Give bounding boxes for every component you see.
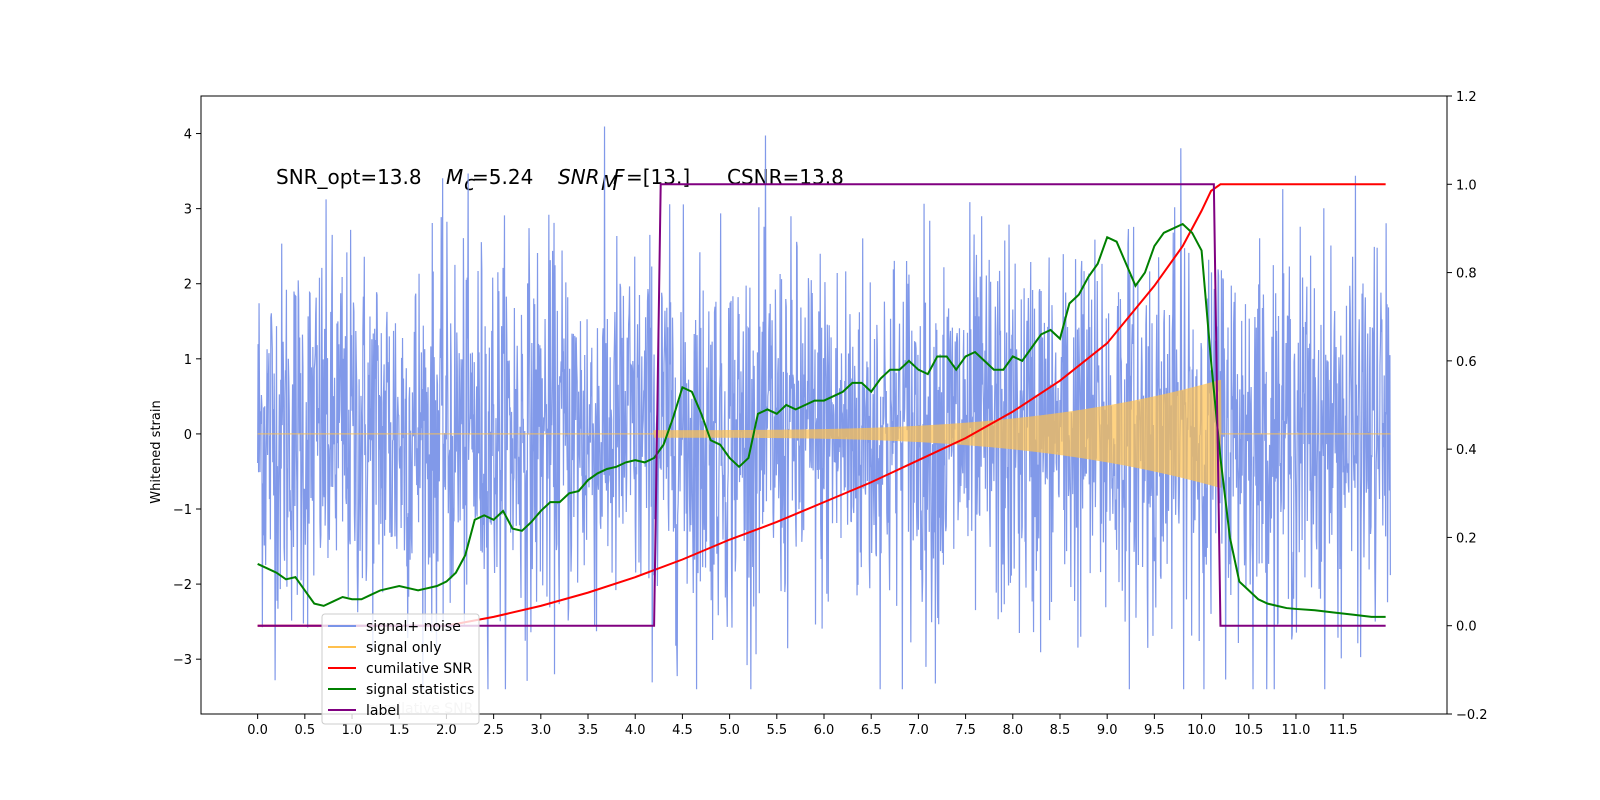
y-tick-label-left: 4 xyxy=(184,128,192,143)
x-tick-label: 10.0 xyxy=(1187,723,1216,738)
y-tick-label-right: −0.2 xyxy=(1456,708,1488,723)
y-tick-label-right: 0.2 xyxy=(1456,531,1477,546)
x-tick-label: 2.0 xyxy=(436,723,457,738)
title-csnr: CSNR=13.8 xyxy=(727,165,844,189)
y-tick-label-left: 0 xyxy=(184,428,192,443)
y-axis-label-left: Whitened strain xyxy=(149,400,164,503)
legend-entry-label: signal only xyxy=(366,640,441,656)
series-signal-noise-line xyxy=(257,126,1391,690)
title-mc-sub: c xyxy=(464,171,475,195)
x-tick-label: 6.0 xyxy=(814,723,835,738)
title-mc-value: =5.24 xyxy=(472,165,533,189)
legend-box xyxy=(321,613,480,725)
x-tick-label: 3.5 xyxy=(578,723,599,738)
x-tick-label: 5.5 xyxy=(766,723,787,738)
x-tick-label: 6.5 xyxy=(861,723,882,738)
title-mc-symbol: M xyxy=(446,165,463,189)
x-tick-label: 8.5 xyxy=(1050,723,1071,738)
title-snrmf-sub: M xyxy=(601,171,618,195)
y-tick-label-left: 2 xyxy=(184,278,192,293)
title-snrmf-value: =[13.] xyxy=(626,165,690,189)
plot-series xyxy=(257,126,1391,690)
y-tick-label-right: 0.8 xyxy=(1456,267,1477,282)
y-tick-label-left: 3 xyxy=(184,203,192,218)
x-tick-label: 11.0 xyxy=(1281,723,1310,738)
series-signal-only-line xyxy=(257,379,1391,488)
title-snr-opt: SNR_opt=13.8 xyxy=(276,165,422,189)
y-tick-label-left: −2 xyxy=(173,578,192,593)
y-tick-label-left: −1 xyxy=(173,503,192,518)
axes: 0.0 0.5 1.0 1.5 2.0 2.5 3.0 3.5 4.0 4.5 5.0 5.5 6.0 6… xyxy=(173,90,1488,738)
y-tick-label-right: 1.0 xyxy=(1456,178,1477,193)
x-tick-label: 7.5 xyxy=(955,723,976,738)
y-tick-label-left: 1 xyxy=(184,353,192,368)
plot-area xyxy=(257,126,1391,690)
title: SNR_opt=13.8 M c =5.24 SNR M F =[13.] CS… xyxy=(276,165,844,195)
y-tick-label-right: 0.0 xyxy=(1456,620,1477,635)
series-cumilative-snr-line xyxy=(257,183,1386,627)
legend-entry-label: signal statistics xyxy=(366,682,474,698)
x-tick-label: 1.5 xyxy=(389,723,410,738)
series-label-line xyxy=(257,183,1386,627)
title-snrmf-f: F xyxy=(613,165,625,189)
x-tick-label: 5.0 xyxy=(719,723,740,738)
y-tick-label-left: −3 xyxy=(173,653,192,668)
legend-entry-label: signal+ noise xyxy=(366,619,461,635)
x-tick-label: 1.0 xyxy=(342,723,363,738)
x-tick-label: 7.0 xyxy=(908,723,929,738)
x-tick-label: 3.0 xyxy=(530,723,551,738)
title-snrmf-symbol: SNR xyxy=(558,165,600,189)
series-signal-statistics-line xyxy=(257,222,1386,618)
x-tick-label: 9.0 xyxy=(1097,723,1118,738)
y-tick-label-right: 1.2 xyxy=(1456,90,1477,105)
x-tick-label: 0.5 xyxy=(294,723,315,738)
x-tick-label: 2.5 xyxy=(483,723,504,738)
x-tick-label: 11.5 xyxy=(1329,723,1358,738)
y-tick-label-right: 0.6 xyxy=(1456,355,1477,370)
legend-entry-label: label xyxy=(366,703,400,719)
x-tick-label: 4.0 xyxy=(625,723,646,738)
x-tick-label: 0.0 xyxy=(247,723,268,738)
legend-entry-label: cumilative SNR xyxy=(366,661,473,677)
y-tick-label-right: 0.4 xyxy=(1456,443,1477,458)
x-tick-label: 9.5 xyxy=(1144,723,1165,738)
x-tick-label: 4.5 xyxy=(672,723,693,738)
x-tick-label: 10.5 xyxy=(1234,723,1263,738)
x-tick-label: 8.0 xyxy=(1002,723,1023,738)
